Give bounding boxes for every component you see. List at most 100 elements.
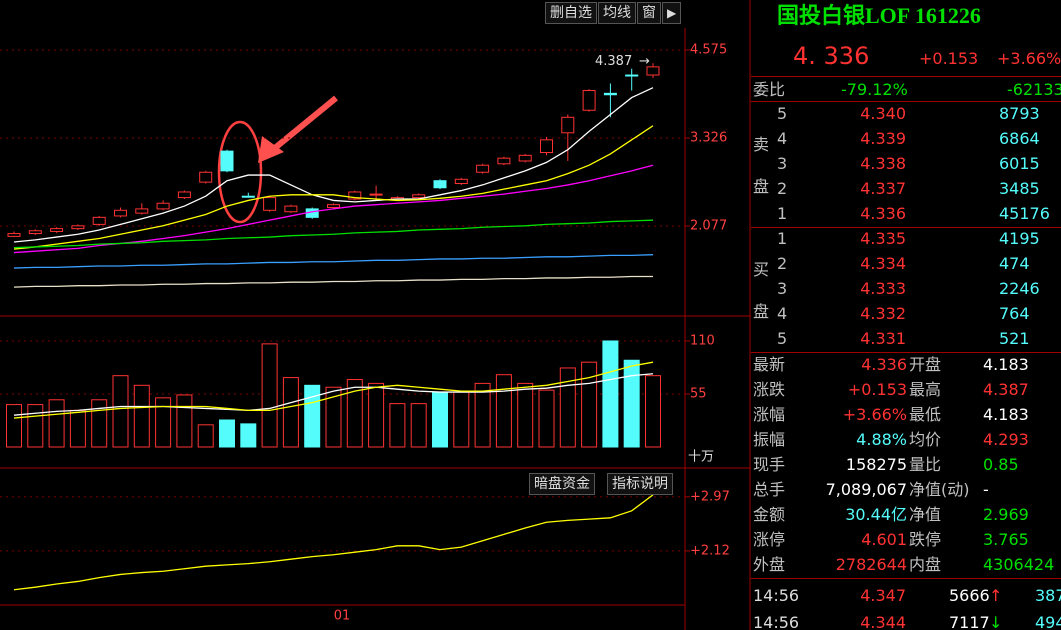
volume: 4195 (999, 229, 1040, 248)
count: 387 (1035, 586, 1061, 605)
price: 4.339 (860, 129, 906, 148)
change: +0.153 (919, 49, 979, 68)
separator (751, 352, 1061, 353)
volume-bar (517, 382, 534, 448)
volume-bar (240, 423, 257, 448)
volume-bar (176, 394, 193, 448)
label: 最低 (909, 405, 942, 424)
count: 494 (1035, 613, 1061, 630)
label: 最新 (753, 355, 786, 374)
volume-bar (6, 404, 22, 448)
level: 2 (777, 179, 788, 198)
arrow: ↓ (989, 613, 1003, 630)
price: 4.331 (860, 329, 906, 348)
value: 2.969 (983, 505, 1029, 524)
volume-bar (410, 403, 427, 448)
volume-bar (453, 391, 470, 448)
volume: 45176 (999, 204, 1050, 223)
candle-body (135, 208, 149, 214)
volume-bar (112, 375, 129, 448)
value: 4.88% (856, 430, 907, 449)
price: 4.338 (860, 154, 906, 173)
label: 开盘 (909, 355, 942, 374)
candle-body (28, 230, 42, 235)
line (13, 219, 654, 249)
level: 1 (777, 229, 788, 248)
value: 4.183 (983, 405, 1029, 424)
side-label: 盘 (753, 302, 770, 321)
indicator-button[interactable]: 暗盘资金 (529, 473, 595, 495)
label: 金额 (753, 505, 786, 524)
y-tick-label: +2.97 (690, 489, 730, 504)
value: +0.153 (847, 380, 907, 399)
volume-bar (282, 377, 299, 448)
line (13, 254, 654, 269)
price: 4.335 (860, 229, 906, 248)
value: 4.183 (983, 355, 1029, 374)
volume: 521 (999, 329, 1030, 348)
price: 4.337 (860, 179, 906, 198)
toolbar-button[interactable]: 窗 (637, 2, 661, 24)
candle-body (369, 193, 383, 196)
label: 涨跌 (753, 380, 786, 399)
volume: 6015 (999, 154, 1040, 173)
price: 4.334 (860, 254, 906, 273)
volume-bar (368, 382, 385, 448)
volume-bar (474, 382, 491, 448)
volume-bar (261, 343, 278, 448)
candle-body (177, 191, 191, 199)
indicator-button[interactable]: 指标说明 (607, 473, 673, 495)
volume-bar (197, 424, 214, 448)
volume-bar (91, 399, 108, 448)
volume: 8793 (999, 104, 1040, 123)
value: 3.765 (983, 530, 1029, 549)
candle-body (518, 154, 532, 162)
value: +3.66% (842, 405, 907, 424)
value: 2782644 (835, 555, 907, 574)
line (13, 164, 654, 254)
change-pct: +3.66% (997, 49, 1061, 68)
value: -62133 (1007, 80, 1061, 99)
label: 现手 (753, 455, 786, 474)
separator (751, 76, 1061, 77)
value: 4.387 (983, 380, 1029, 399)
toolbar-button[interactable]: 删自选 (545, 2, 597, 24)
candle-body (199, 171, 213, 183)
unit-label: 十万 (688, 450, 714, 465)
candle-body (241, 195, 255, 198)
value: 4306424 (983, 555, 1055, 574)
value: -79.12% (841, 80, 908, 99)
volume-bar (325, 386, 342, 448)
candle-body (454, 178, 468, 185)
line (13, 494, 654, 591)
volume-bar (219, 419, 235, 448)
volume-bar (389, 403, 406, 448)
price: 4.336 (860, 204, 906, 223)
volume-bar (69, 409, 86, 448)
side-label: 盘 (753, 177, 770, 196)
candle-body (433, 180, 447, 189)
level: 4 (777, 304, 788, 323)
arrow-head (258, 136, 284, 163)
time: 14:56 (753, 586, 800, 605)
side-label: 卖 (753, 135, 770, 154)
x-tick-label: 01 (334, 609, 351, 624)
value: 30.44亿 (845, 505, 907, 524)
volume: 5666 (949, 586, 990, 605)
label: 均价 (909, 430, 942, 449)
value: 4.293 (983, 430, 1029, 449)
separator (751, 578, 1061, 579)
value: 7,089,067 (825, 480, 907, 499)
level: 3 (777, 279, 788, 298)
value: 0.85 (983, 455, 1019, 474)
value: 4.601 (861, 530, 907, 549)
line (13, 125, 654, 250)
price: 4.332 (860, 304, 906, 323)
candle-body (263, 197, 277, 211)
y-tick-label: 110 (690, 333, 715, 348)
candle-body (603, 92, 617, 96)
toolbar-button[interactable]: 均线 (598, 2, 636, 24)
candle-body (327, 204, 340, 208)
toolbar-button[interactable]: ▶ (662, 2, 682, 24)
